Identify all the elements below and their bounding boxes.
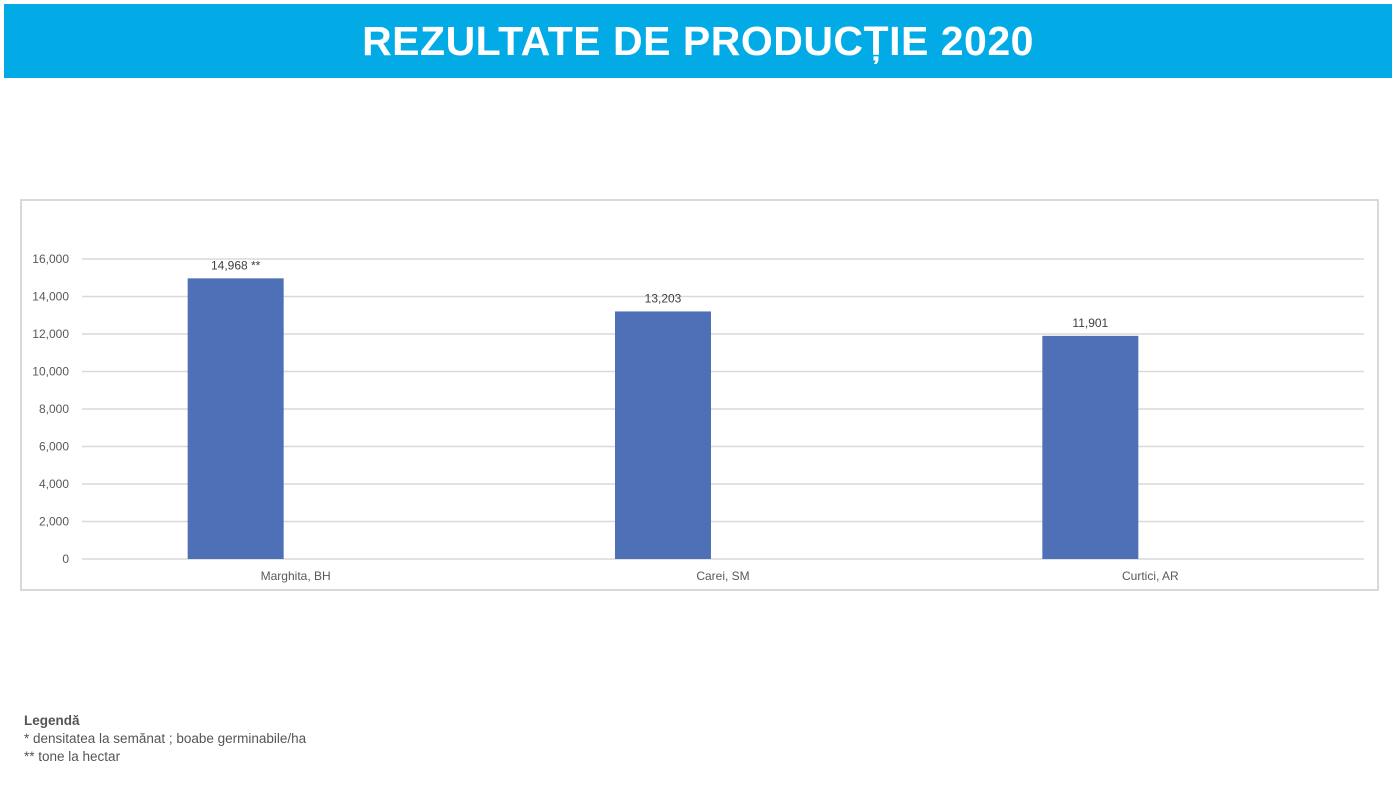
data-label: 13,203	[645, 291, 682, 305]
x-tick-label: Carei, SM	[696, 569, 749, 583]
y-tick-label: 10,000	[32, 365, 69, 379]
y-tick-label: 4,000	[39, 477, 69, 491]
legend: Legendă * densitatea la semănat ; boabe …	[24, 712, 306, 766]
data-label: 11,901	[1072, 316, 1108, 330]
bar	[1042, 335, 1139, 559]
x-tick-label: Marghita, BH	[261, 569, 331, 583]
y-tick-label: 6,000	[39, 440, 69, 454]
bar-chart: 0 2,000 4,000 6,000 8,000 10,000 12,000 14,000 1…	[32, 252, 1364, 583]
y-tick-label: 14,000	[32, 290, 69, 304]
y-tick-label: 16,000	[32, 252, 69, 266]
y-tick-label: 8,000	[39, 402, 69, 416]
y-tick-label: 12,000	[32, 327, 69, 341]
legend-item: * densitatea la semănat ; boabe germinab…	[24, 731, 307, 746]
bar	[187, 278, 284, 559]
title-banner: REZULTATE DE PRODUCȚIE 2020	[4, 4, 1392, 78]
page-title: REZULTATE DE PRODUCȚIE 2020	[362, 17, 1034, 64]
data-label: 14,968 **	[211, 258, 261, 272]
y-tick-label: 0	[62, 552, 69, 566]
legend-heading: Legendă	[24, 713, 80, 728]
bar	[615, 311, 711, 559]
x-tick-label: Curtici, AR	[1122, 569, 1179, 583]
legend-item: ** tone la hectar	[24, 749, 121, 764]
y-tick-label: 2,000	[39, 515, 69, 529]
chart-container: 0 2,000 4,000 6,000 8,000 10,000 12,000 14,000 1…	[20, 199, 1379, 591]
